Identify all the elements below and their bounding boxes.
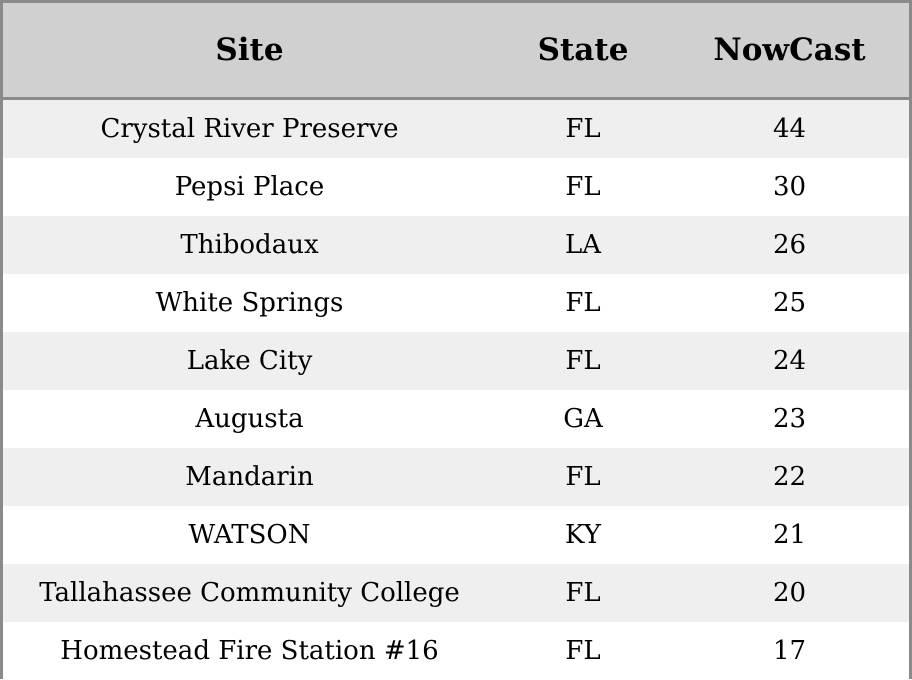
table-header: Site State NowCast xyxy=(3,3,909,99)
cell-state: LA xyxy=(496,216,670,274)
cell-site: Augusta xyxy=(3,390,496,448)
header-row: Site State NowCast xyxy=(3,3,909,99)
cell-nowcast: 30 xyxy=(670,158,909,216)
cell-state: FL xyxy=(496,99,670,159)
cell-state: FL xyxy=(496,332,670,390)
cell-nowcast: 23 xyxy=(670,390,909,448)
cell-state: FL xyxy=(496,622,670,680)
cell-nowcast: 25 xyxy=(670,274,909,332)
cell-site: Pepsi Place xyxy=(3,158,496,216)
cell-nowcast: 26 xyxy=(670,216,909,274)
cell-nowcast: 24 xyxy=(670,332,909,390)
cell-site: WATSON xyxy=(3,506,496,564)
cell-state: KY xyxy=(496,506,670,564)
cell-state: GA xyxy=(496,390,670,448)
cell-nowcast: 22 xyxy=(670,448,909,506)
cell-site: Lake City xyxy=(3,332,496,390)
cell-site: Crystal River Preserve xyxy=(3,99,496,159)
cell-nowcast: 20 xyxy=(670,564,909,622)
cell-site: Mandarin xyxy=(3,448,496,506)
cell-nowcast: 44 xyxy=(670,99,909,159)
cell-state: FL xyxy=(496,274,670,332)
cell-state: FL xyxy=(496,158,670,216)
cell-site: White Springs xyxy=(3,274,496,332)
cell-state: FL xyxy=(496,448,670,506)
cell-site: Thibodaux xyxy=(3,216,496,274)
cell-state: FL xyxy=(496,564,670,622)
cell-nowcast: 21 xyxy=(670,506,909,564)
cell-site: Tallahassee Community College xyxy=(3,564,496,622)
column-header-site: Site xyxy=(3,3,496,99)
column-header-state: State xyxy=(496,3,670,99)
cell-nowcast: 17 xyxy=(670,622,909,680)
nowcast-table: Site State NowCast Crystal River Preserv… xyxy=(3,3,909,680)
cell-site: Homestead Fire Station #16 xyxy=(3,622,496,680)
column-header-nowcast: NowCast xyxy=(670,3,909,99)
